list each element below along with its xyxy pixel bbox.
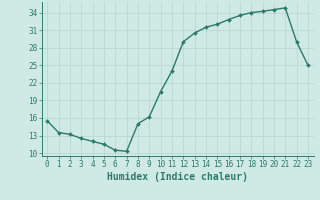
X-axis label: Humidex (Indice chaleur): Humidex (Indice chaleur) [107, 172, 248, 182]
